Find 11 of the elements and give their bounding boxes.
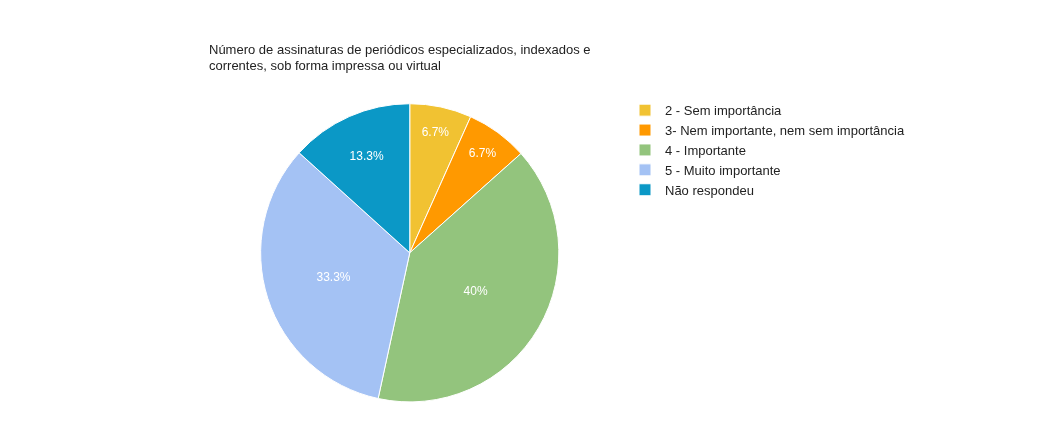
chart-title: Número de assinaturas de periódicos especializados, indexados e correntes, sob forma impressa ou virtual [209, 41, 591, 74]
data-label: 6.7% [468, 146, 497, 161]
legend-label: 5 - Muito importante [665, 162, 781, 178]
legend-label: 4 - Importante [665, 143, 746, 159]
data-label: 33.3% [316, 270, 351, 285]
data-label: 13.3% [349, 148, 384, 163]
data-label: 6.7% [421, 125, 450, 140]
legend-label: 2 - Sem importância [665, 103, 783, 119]
legend-label: 3- Nem importante, nem sem importância [665, 123, 905, 139]
legend-label: Não respondeu [665, 182, 754, 198]
data-label: 40% [463, 284, 488, 299]
